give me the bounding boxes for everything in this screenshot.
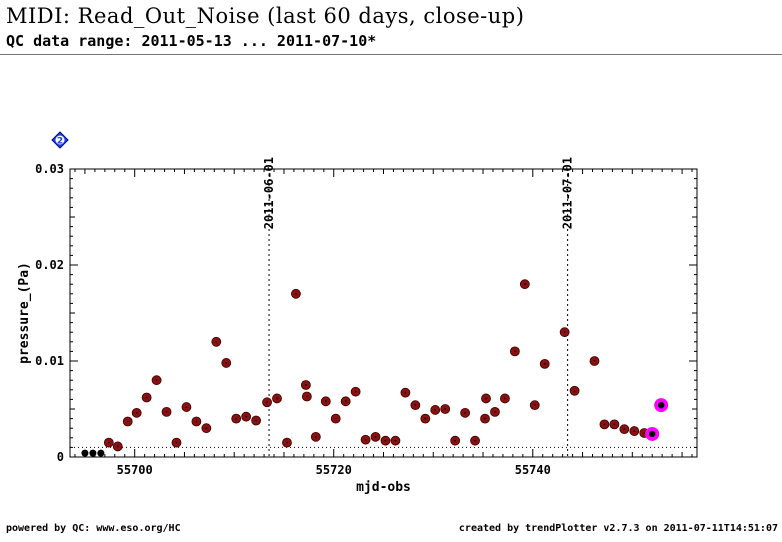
data-point-center [225,362,228,364]
y-tick-label: 0.02 [35,258,64,272]
data-point-center [444,408,447,410]
data-point-latest-center [657,401,665,409]
data-point-center [424,417,427,420]
data-point-center [354,390,357,393]
data-point-center [523,283,526,286]
data-point-center [504,397,506,400]
y-axis-label: pressure_(Pa) [17,262,32,364]
header-divider [0,54,782,55]
data-point-center [364,438,367,441]
footer-powered-by: powered by QC: www.eso.org/HC [6,523,181,534]
data-point-center [643,432,646,434]
data-point-center [613,423,616,426]
data-point-center [454,439,457,442]
data-point-center [116,445,119,448]
data-point-old [81,449,89,457]
data-point-center [165,410,168,413]
data-point-center [314,435,317,438]
data-point-center [394,439,397,442]
data-point-center [266,401,268,404]
data-point-center [276,397,278,400]
data-point-center [245,415,248,418]
x-tick-label: 55700 [117,463,153,477]
date-marker-label: 2011-06-01 [262,157,276,229]
data-point-center [344,400,347,403]
y-tick-label: 0.03 [35,162,64,176]
x-axis-label: mjd-obs [356,480,411,495]
footer-created-by: created by trendPlotter v2.7.3 on 2011-0… [458,523,778,534]
data-point-center [573,389,576,392]
x-tick-label: 55740 [515,463,551,477]
data-point-center [543,362,546,365]
x-tick-label: 55720 [316,463,352,477]
data-point-center [593,360,596,362]
data-point-center [603,423,606,426]
data-point-center [185,406,188,408]
data-point-center [414,404,417,407]
data-point-center [633,430,636,432]
data-point-center [295,292,297,295]
chart-subtitle: QC data range: 2011-05-13 ... 2011-07-10… [6,32,377,50]
data-point-center [286,441,288,444]
data-point-center [145,396,148,399]
data-point-center [533,404,536,407]
data-point-center [334,417,337,420]
data-point-center [374,435,377,438]
data-point-center [255,419,258,422]
data-point-center [485,397,487,400]
data-point-latest-center [649,430,656,438]
data-point-center [384,439,387,442]
y-tick-label: 0.01 [35,354,64,368]
data-point-center [305,395,308,398]
badge-number: 2 [57,137,63,147]
y-tick-label: 0 [57,450,64,464]
data-point-center [494,410,496,413]
data-point-center [205,427,208,430]
data-point-center [126,420,129,423]
chart-title: MIDI: Read_Out_Noise (last 60 days, clos… [6,4,525,28]
data-point-center [304,384,307,386]
data-point-old [89,449,97,457]
data-point-center [324,400,327,403]
data-point-center [623,428,626,431]
data-point-center [434,409,437,411]
data-point-center [195,420,198,423]
data-point-center [474,439,476,442]
data-point-center [464,411,467,414]
data-point-center [107,441,110,444]
badge-inner [55,135,65,145]
data-point-old [97,449,105,457]
data-point-center [235,417,238,420]
data-point-center [135,411,138,414]
data-point-center [484,417,486,420]
data-point-center [155,379,158,382]
data-point-center [404,391,407,394]
date-marker-label: 2011-07-01 [561,157,575,229]
data-point-center [215,340,218,343]
data-point-center [175,441,178,444]
data-point-center [563,331,566,334]
data-point-center [513,350,516,353]
